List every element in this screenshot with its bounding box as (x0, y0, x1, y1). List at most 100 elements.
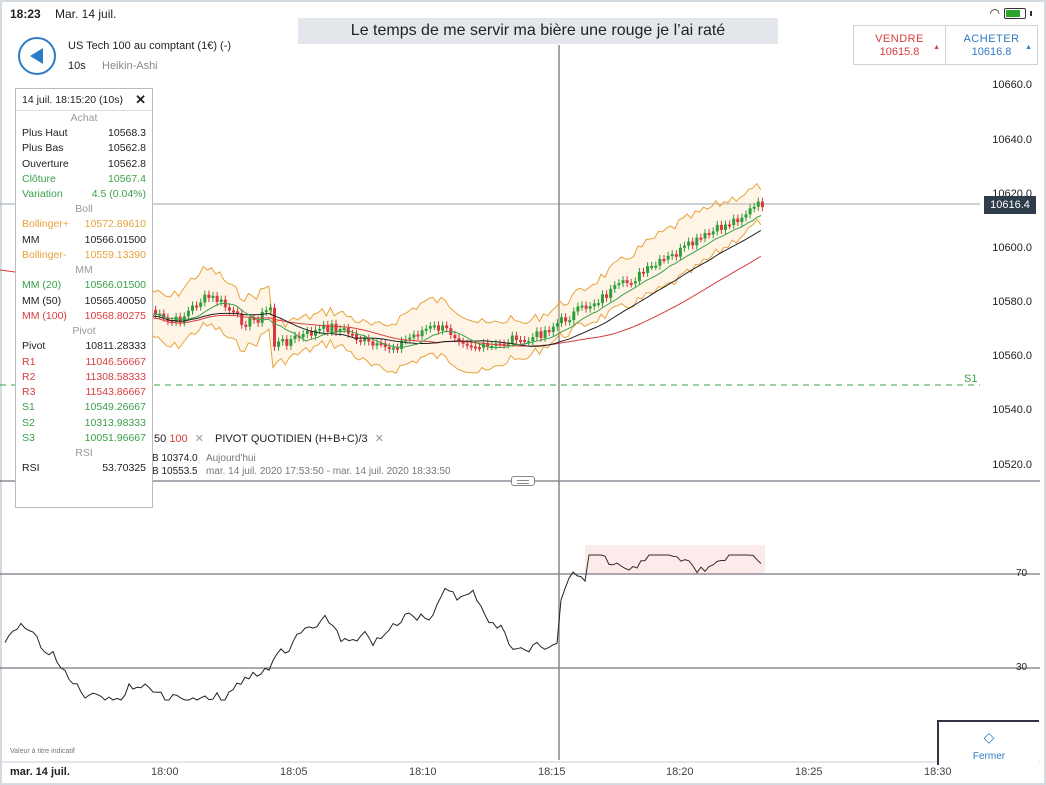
candle-body (678, 247, 682, 257)
candle-body (629, 282, 633, 285)
close-icon[interactable]: ✕ (374, 433, 384, 445)
candle-body (428, 326, 432, 329)
candle-body (637, 271, 641, 282)
candle-body (646, 266, 650, 273)
info-row: Bollinger+ 10572.89610 (16, 217, 152, 232)
candle-body (412, 334, 416, 338)
time-axis-label: 18:20 (666, 766, 694, 778)
candle-body (408, 337, 412, 340)
info-row-value: 10565.40050 (84, 294, 146, 307)
price-axis-label: 10660.0 (992, 79, 1032, 91)
info-row-label: MM (20) (22, 279, 62, 292)
sell-price: 10615.8 (879, 46, 920, 58)
ma-50-line (149, 230, 762, 347)
candle-body (219, 299, 223, 302)
candle-body (711, 231, 715, 235)
status-time: 18:23 (10, 7, 41, 21)
candle-body (605, 294, 609, 298)
wifi-icon: ◠ (989, 6, 1000, 20)
sell-label: VENDRE (875, 33, 924, 45)
info-row-label: Clôture (22, 172, 56, 185)
candle-body (740, 217, 744, 223)
close-icon[interactable]: ✕ (135, 92, 146, 107)
disclaimer-text: Valeur à titre indicatif (10, 748, 75, 755)
candle-body (728, 224, 732, 227)
candle-body (715, 224, 719, 232)
info-row-value: 10313.98333 (84, 416, 146, 429)
candle-body (461, 341, 465, 344)
price-axis-label: 10540.0 (992, 404, 1032, 416)
caption-banner: Le temps de me servir ma bière une rouge… (298, 18, 778, 44)
candle-body (334, 323, 338, 333)
candle-body (527, 341, 531, 344)
rsi-level-70: 70 (1016, 568, 1028, 579)
pane-resize-handle[interactable] (511, 476, 535, 486)
candle-body (691, 241, 695, 246)
candle-body (424, 328, 428, 331)
info-row: Pivot 10811.28333 (16, 339, 152, 354)
candle-body (568, 320, 572, 323)
candle-body (617, 283, 621, 286)
candle-body (699, 237, 703, 240)
arrow-up-icon: ▲ (1025, 44, 1032, 51)
info-row: Variation 4.5 (0.04%) (16, 187, 152, 202)
candle-body (666, 255, 670, 260)
buy-button[interactable]: ACHETER 10616.8 ▲ (945, 26, 1037, 64)
candle-body (724, 224, 727, 230)
candle-body (633, 281, 637, 284)
back-button[interactable] (18, 37, 56, 75)
candle-body (227, 307, 231, 311)
timeframe-selector[interactable]: 10s (68, 60, 86, 72)
candle-body (613, 285, 617, 289)
indicator-row-today: B 10374.0 Aujourd'hui (152, 453, 256, 464)
candle-body (760, 201, 764, 208)
info-row-value: 10549.26667 (84, 401, 146, 414)
info-section-title: Achat (70, 112, 98, 124)
ma-100-label: 100 (169, 433, 188, 445)
candle-body (453, 335, 457, 339)
candle-body (371, 341, 375, 346)
status-bar: 18:23 Mar. 14 juil. ◠ (0, 0, 1046, 26)
close-position-button[interactable]: ◇ Fermer (937, 720, 1039, 765)
info-row-label: Pivot (22, 340, 46, 353)
candle-body (363, 338, 367, 342)
indicator-legend[interactable]: 50 100 ✕ PIVOT QUOTIDIEN (H+B+C)/3 ✕ (154, 432, 392, 445)
candle-body (736, 218, 740, 223)
candle-body (539, 331, 543, 338)
candle-body (174, 316, 178, 323)
candle-body (531, 337, 535, 342)
candle-body (379, 343, 383, 346)
info-row: RSI 53.70325 (16, 461, 152, 476)
price-axis-label: 10580.0 (992, 296, 1032, 308)
candle-body (383, 343, 387, 348)
chart-type-selector[interactable]: Heikin-Ashi (102, 60, 158, 72)
ma-50-label: 50 (154, 433, 167, 445)
candle-body (592, 303, 596, 307)
candle-body (375, 343, 379, 346)
candle-body (469, 345, 473, 348)
date-label: mar. 14 juil. (10, 766, 70, 778)
info-panel-title: 14 juil. 18:15:20 (10s) (22, 94, 123, 106)
candle-body (252, 318, 256, 321)
candle-body (305, 330, 309, 334)
info-row-label: MM (100) (22, 309, 67, 322)
candle-body (580, 305, 584, 308)
sell-button[interactable]: VENDRE 10615.8 ▲ (854, 26, 945, 64)
candle-body (437, 325, 440, 331)
candle-body (670, 254, 674, 257)
candle-body (744, 214, 748, 218)
candle-body (314, 330, 317, 336)
close-icon[interactable]: ✕ (194, 433, 204, 445)
candle-body (756, 201, 760, 207)
bollinger-upper (149, 182, 762, 328)
candle-body (703, 233, 707, 239)
candle-body (277, 341, 281, 347)
time-axis-label: 18:05 (280, 766, 308, 778)
info-row: R3 11543.86667 (16, 385, 152, 400)
candle-body (486, 343, 490, 347)
info-row-label: R3 (22, 386, 36, 399)
candle-body (588, 306, 592, 309)
candle-body (478, 347, 481, 350)
close-position-label: Fermer (972, 751, 1006, 762)
